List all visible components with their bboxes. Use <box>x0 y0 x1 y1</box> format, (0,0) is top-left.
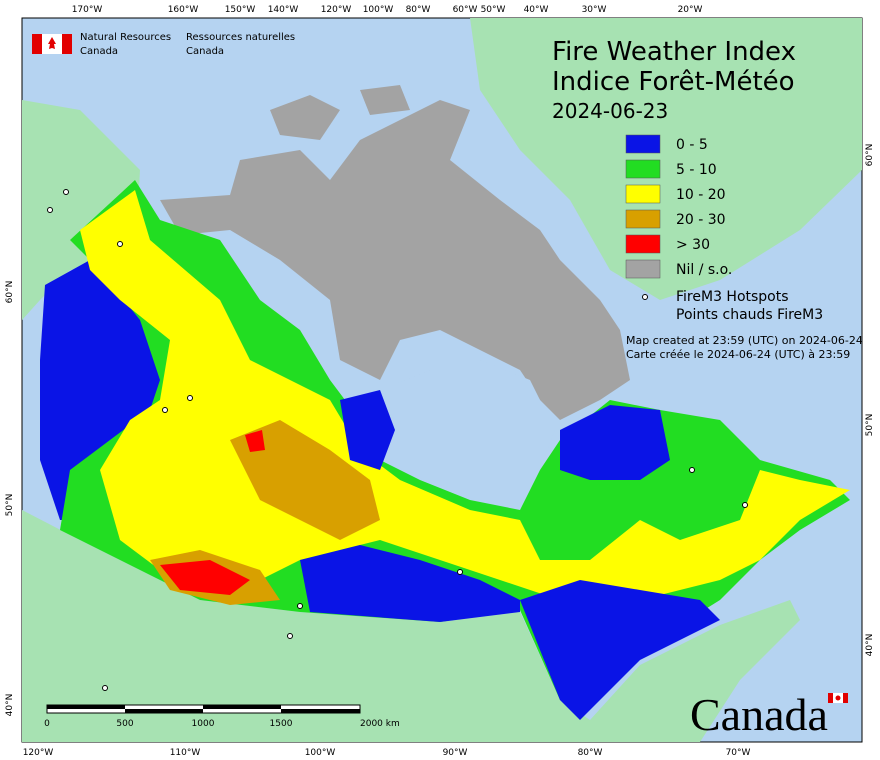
hotspot <box>162 407 168 413</box>
legend-swatch <box>625 209 661 229</box>
legend-label: 10 - 20 <box>676 187 726 203</box>
flag-bar <box>32 34 42 54</box>
bottom-axis-label: 110°W <box>170 748 201 758</box>
zone-0-5 <box>560 405 670 480</box>
legend-swatch <box>625 159 661 179</box>
island <box>360 85 410 115</box>
united-states <box>22 510 800 742</box>
hotspot-label: FireM3 Hotspots <box>676 289 789 305</box>
top-axis-label: 160°W <box>168 5 199 15</box>
scale-segment <box>125 709 203 713</box>
left-axis-label: 40°N <box>5 694 15 717</box>
top-axis-label: 100°W <box>363 5 394 15</box>
top-axis-label: 120°W <box>321 5 352 15</box>
alaska <box>22 100 140 320</box>
legend-label: 0 - 5 <box>676 137 708 153</box>
legend-swatch <box>625 234 661 254</box>
hotspots <box>47 189 748 691</box>
left-axis-label: 60°N <box>5 281 15 304</box>
agency-en: Natural Resources <box>80 32 171 43</box>
bottom-axis-label: 120°W <box>23 748 54 758</box>
note: Map created at 23:59 (UTC) on 2024-06-24 <box>626 334 863 347</box>
wordmark: Canada <box>690 689 828 740</box>
title: Indice Forêt-Météo <box>552 67 795 97</box>
zone-20-30 <box>230 420 380 540</box>
flag-bar <box>843 693 848 703</box>
hotspot <box>187 395 193 401</box>
legend-label: 5 - 10 <box>676 162 717 178</box>
flag <box>32 34 72 54</box>
bottom-axis-label: 100°W <box>305 748 336 758</box>
hotspot <box>117 241 123 247</box>
scale-label: 0 <box>44 719 50 729</box>
agency-en: Canada <box>80 46 118 57</box>
top-axis-label: 170°W <box>72 5 103 15</box>
hotspot <box>457 569 463 575</box>
island <box>270 95 340 140</box>
legend-swatch <box>625 184 661 204</box>
legend-label: > 30 <box>676 237 710 253</box>
right-axis-label: 40°N <box>865 634 875 657</box>
arctic-islands <box>160 85 630 420</box>
legend-swatch <box>625 259 661 279</box>
scale-segment <box>281 709 360 713</box>
zone-0-5 <box>300 545 520 622</box>
bottom-axis-label: 70°W <box>726 748 751 758</box>
flag-bar <box>62 34 72 54</box>
top-axis-label: 140°W <box>268 5 299 15</box>
maple-leaf <box>835 695 841 701</box>
zone-0-5 <box>340 390 395 470</box>
legend-label: Nil / s.o. <box>676 262 732 278</box>
scale-bar <box>46 704 361 714</box>
date: 2024-06-23 <box>552 99 668 123</box>
legend-swatch <box>625 134 661 154</box>
left-axis-label: 50°N <box>5 494 15 517</box>
top-axis-label: 50°W <box>481 5 506 15</box>
greenland <box>470 18 862 300</box>
scale-label: 500 <box>116 719 133 729</box>
zone-0-5 <box>520 580 720 720</box>
hotspot <box>689 467 695 473</box>
top-axis-label: 80°W <box>406 5 431 15</box>
agency-fr: Ressources naturelles <box>186 32 295 43</box>
scale-label: 2000 km <box>360 719 400 729</box>
hotspot <box>287 633 293 639</box>
flag-bar <box>828 693 833 703</box>
hudson-bay <box>380 360 555 480</box>
top-axis-label: 20°W <box>678 5 703 15</box>
arctic-land <box>160 100 630 420</box>
scale-label: 1000 <box>192 719 215 729</box>
zone-over-30 <box>160 560 250 595</box>
top-axis-label: 40°W <box>524 5 549 15</box>
bottom-axis-label: 80°W <box>578 748 603 758</box>
scale-segment <box>203 705 281 709</box>
zone-over-30 <box>245 430 265 452</box>
title: Fire Weather Index <box>552 37 796 67</box>
bottom-axis-label: 90°W <box>443 748 468 758</box>
top-axis-label: 30°W <box>582 5 607 15</box>
fwi-zones <box>40 180 850 720</box>
legend-label: 20 - 30 <box>676 212 726 228</box>
scale-label: 1500 <box>270 719 293 729</box>
hotspot <box>297 603 303 609</box>
hotspot <box>63 189 69 195</box>
hotspot <box>102 685 108 691</box>
agency-fr: Canada <box>186 46 224 57</box>
top-axis-label: 60°W <box>453 5 478 15</box>
right-axis-label: 60°N <box>865 144 875 167</box>
hotspot-symbol <box>642 294 648 300</box>
wordmark-flag <box>828 693 848 703</box>
maple-leaf <box>48 37 56 49</box>
note: Carte créée le 2024-06-24 (UTC) à 23:59 <box>626 348 850 361</box>
right-axis-label: 50°N <box>865 414 875 437</box>
hotspot-label: Points chauds FireM3 <box>676 307 823 323</box>
hotspot <box>47 207 53 213</box>
hotspot <box>742 502 748 508</box>
scale-segment <box>47 705 125 709</box>
top-axis-label: 150°W <box>225 5 256 15</box>
